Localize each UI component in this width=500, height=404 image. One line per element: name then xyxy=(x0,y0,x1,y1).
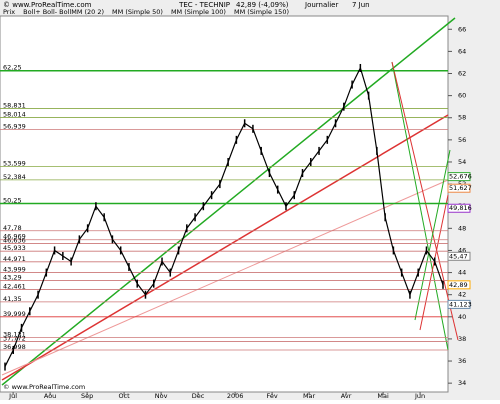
y-tick-label: 36 xyxy=(458,357,466,365)
x-tick-label: Avr xyxy=(341,392,352,400)
price-line xyxy=(4,66,444,367)
level-label: 45,933 xyxy=(3,244,26,252)
level-label: 53,599 xyxy=(3,159,26,167)
y-tick-label: 38 xyxy=(458,335,466,343)
y-tick-label: 46 xyxy=(458,246,466,254)
legend-entry: Prix xyxy=(3,8,15,16)
x-tick-label: 2006 xyxy=(227,392,244,400)
y-tick-label: 54 xyxy=(458,158,466,166)
level-label: 58,014 xyxy=(3,111,26,119)
y-tick-label: 40 xyxy=(458,313,466,321)
level-label: 39,999 xyxy=(3,310,26,318)
level-label: 42,461 xyxy=(3,283,26,291)
x-tick-label: Mar xyxy=(303,392,316,400)
level-label: 46,969 xyxy=(3,233,26,241)
x-tick-label: Aou xyxy=(44,392,56,400)
y-tick-label: 64 xyxy=(458,47,466,55)
trend-line xyxy=(1,114,449,381)
subtitle: 42,89 (-4,09%) xyxy=(236,1,289,9)
trend-line xyxy=(1,179,449,376)
y-tick-label: 66 xyxy=(458,25,466,33)
value-flag-label: 49,816 xyxy=(449,204,472,212)
level-label: 43,29 xyxy=(3,273,22,281)
level-label: 58,831 xyxy=(3,102,26,110)
watermark: © www.ProRealTime.com xyxy=(3,1,92,9)
value-flag xyxy=(447,183,471,193)
y-tick-label: 42 xyxy=(458,291,466,299)
y-tick-label: 56 xyxy=(458,136,466,144)
level-label: 43,999 xyxy=(3,266,26,274)
date: 7 Jun xyxy=(352,1,370,9)
value-flag xyxy=(447,299,471,309)
x-tick-label: Sep xyxy=(81,392,93,400)
x-tick-label: Oct xyxy=(118,392,130,400)
x-tick-label: Mai xyxy=(377,392,389,400)
x-tick-label: Nov xyxy=(155,392,168,400)
value-flag xyxy=(447,203,471,213)
watermark-bottom: © www.ProRealTime.com xyxy=(3,383,85,391)
value-flag xyxy=(447,172,471,182)
value-flag-label: 51,627 xyxy=(449,184,472,192)
level-label: 46,636 xyxy=(3,236,26,244)
x-tick-label: Fev xyxy=(266,392,277,400)
y-tick-label: 48 xyxy=(458,224,466,232)
x-tick-label: Jun xyxy=(414,392,425,400)
value-flag-label: 42,89 xyxy=(449,281,468,289)
y-tick-label: 60 xyxy=(458,92,466,100)
level-label: 56,939 xyxy=(3,122,26,130)
x-tick-label: Jul xyxy=(8,392,17,400)
trend-line xyxy=(1,17,456,386)
legend-entry: Boll+ Boll- BollMM (20 2) xyxy=(23,8,104,16)
period: Journalier xyxy=(304,1,338,9)
level-label: 62,25 xyxy=(3,64,22,72)
title: TEC - TECHNIP xyxy=(178,1,230,9)
y-tick-label: 58 xyxy=(458,114,466,122)
level-label: 37,772 xyxy=(3,334,26,342)
y-tick-label: 34 xyxy=(458,379,466,387)
x-tick-label: Dec xyxy=(192,392,205,400)
level-label: 47,78 xyxy=(3,224,22,232)
legend-entry: MM (Simple 50) xyxy=(112,8,163,16)
value-flag xyxy=(447,280,471,290)
y-tick-label: 62 xyxy=(458,70,466,78)
level-label: 52,384 xyxy=(3,173,26,181)
level-label: 38,131 xyxy=(3,330,26,338)
value-flag-label: 52,676 xyxy=(449,173,472,181)
level-label: 41,35 xyxy=(3,295,22,303)
y-tick-label: 44 xyxy=(458,269,466,277)
legend-entry: MM (Simple 150) xyxy=(234,8,289,16)
level-label: 44,971 xyxy=(3,255,26,263)
trend-line xyxy=(414,149,451,321)
legend-entry: MM (Simple 100) xyxy=(171,8,226,16)
value-flag-label: 45,47 xyxy=(449,252,468,260)
value-flag-label: 41,123 xyxy=(449,300,472,308)
value-flag xyxy=(447,251,471,261)
trend-lines xyxy=(1,17,459,386)
level-label: 50,25 xyxy=(3,196,22,204)
